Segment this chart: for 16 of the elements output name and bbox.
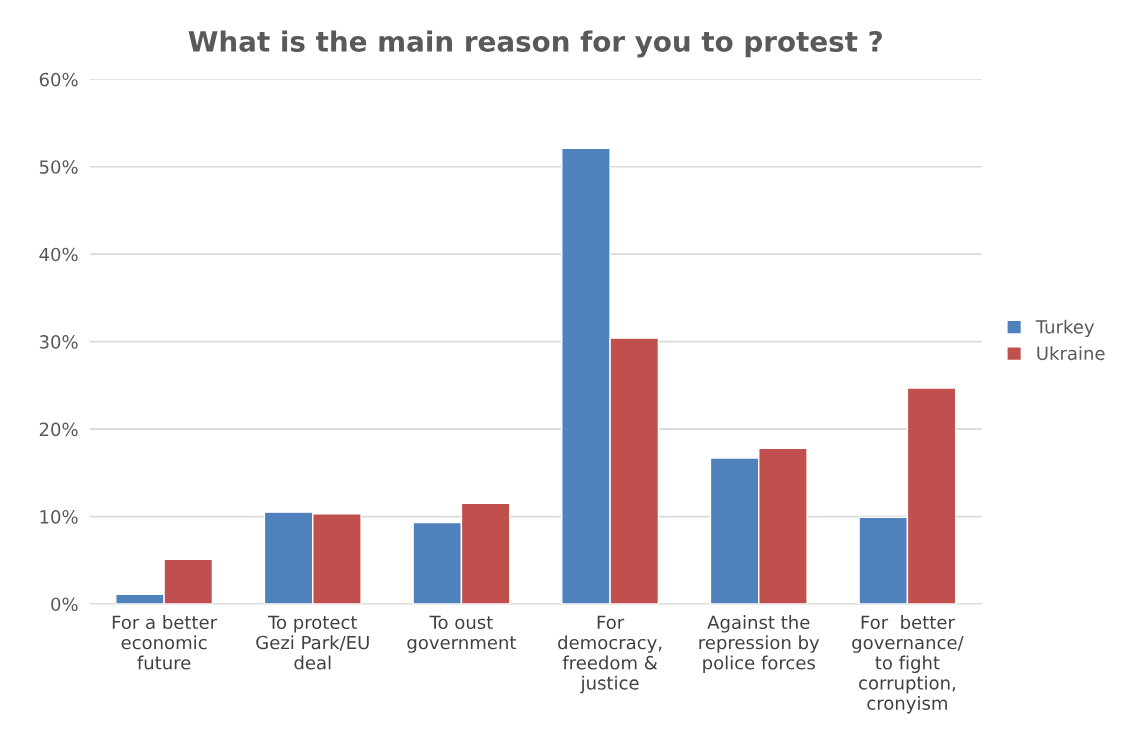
x-tick-label: To oust government (407, 615, 517, 653)
x-tick-label: For a better economic future (112, 615, 218, 670)
y-tick-label: 50% (39, 160, 78, 174)
legend-label: Turkey (1035, 319, 1095, 338)
x-tick-label: For democracy, freedom & justice (558, 615, 662, 694)
x-tick-label: For better governance/ to fight corruption, cronyism (852, 615, 964, 714)
y-tick-label: 10% (40, 510, 78, 524)
x-tick-label: Against the repression by police forces (699, 615, 820, 674)
y-tick-label: 30% (39, 335, 78, 349)
y-tick-label: 0% (51, 597, 78, 612)
y-tick-label: 40% (39, 247, 78, 262)
chart-title: What is the main reason for you to protest ? (188, 30, 882, 58)
y-tick-label: 60% (39, 72, 78, 87)
y-tick-label: 20% (39, 422, 78, 437)
x-tick-label: To protect Gezi Park/EU deal (256, 615, 369, 670)
legend-label: Ukraine (1037, 346, 1105, 361)
